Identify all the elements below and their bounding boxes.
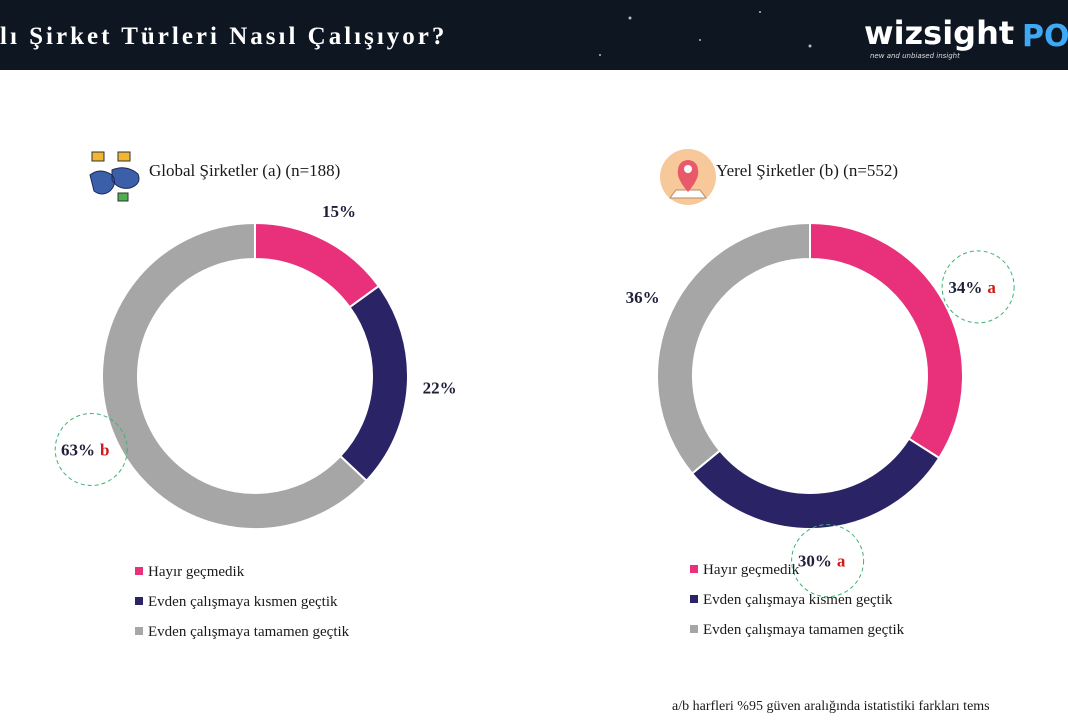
legend-label: Hayır geçmedik [148, 564, 245, 580]
value-label: 34% a [948, 278, 996, 297]
legend-swatch [135, 597, 143, 605]
partner-logo: PO [1022, 19, 1068, 54]
significance-circle [54, 412, 128, 486]
donut-segment [338, 284, 409, 483]
donut-segment [809, 221, 964, 460]
significance-circle [791, 524, 865, 598]
footnote: a/b harfleri %95 güven aralığında istati… [672, 699, 990, 714]
slide-title: lı Şirket Türleri Nasıl Çalışıyor? [0, 23, 447, 50]
significance-letter: b [100, 440, 109, 459]
legend-swatch [690, 565, 698, 573]
value-label: 22% [423, 379, 457, 398]
value-label: 36% [626, 288, 660, 307]
legend-label: Evden çalışmaya kısmen geçtik [148, 594, 338, 610]
significance-letter: a [837, 552, 846, 571]
legend-label: Evden çalışmaya tamamen geçtik [148, 624, 350, 640]
legend-label: Hayır geçmedik [703, 562, 800, 578]
donut-segment [656, 221, 811, 475]
chart-title: Yerel Şirketler (b) (n=552) [716, 161, 898, 180]
value-label: 63% b [61, 440, 109, 459]
globe-icon [89, 151, 140, 202]
value-label-text: 15% [322, 202, 356, 221]
donut-segment [690, 437, 941, 530]
value-label-text: 30% [798, 552, 832, 571]
header-bar [0, 0, 1068, 70]
location-icon [660, 149, 716, 205]
stars [599, 11, 812, 56]
donut-segment [254, 221, 381, 309]
legend-swatch [135, 627, 143, 635]
value-label-text: 63% [61, 440, 95, 459]
logo: wizsight [864, 14, 1014, 52]
value-label-text: 34% [948, 278, 982, 297]
legend-swatch [690, 595, 698, 603]
chart-title: Global Şirketler (a) (n=188) [149, 161, 340, 180]
logo-tagline: new and unbiased insight [870, 52, 960, 60]
legend-swatch [135, 567, 143, 575]
significance-letter: a [987, 278, 996, 297]
legend-label: Evden çalışmaya tamamen geçtik [703, 622, 905, 638]
donut-segment [101, 221, 368, 530]
value-label: 15% [322, 202, 356, 221]
significance-circle [941, 250, 1015, 324]
legend-swatch [690, 625, 698, 633]
value-label: 30% a [798, 552, 846, 571]
value-label-text: 36% [626, 288, 660, 307]
value-label-text: 22% [423, 379, 457, 398]
legend-label: Evden çalışmaya kısmen geçtik [703, 592, 893, 608]
